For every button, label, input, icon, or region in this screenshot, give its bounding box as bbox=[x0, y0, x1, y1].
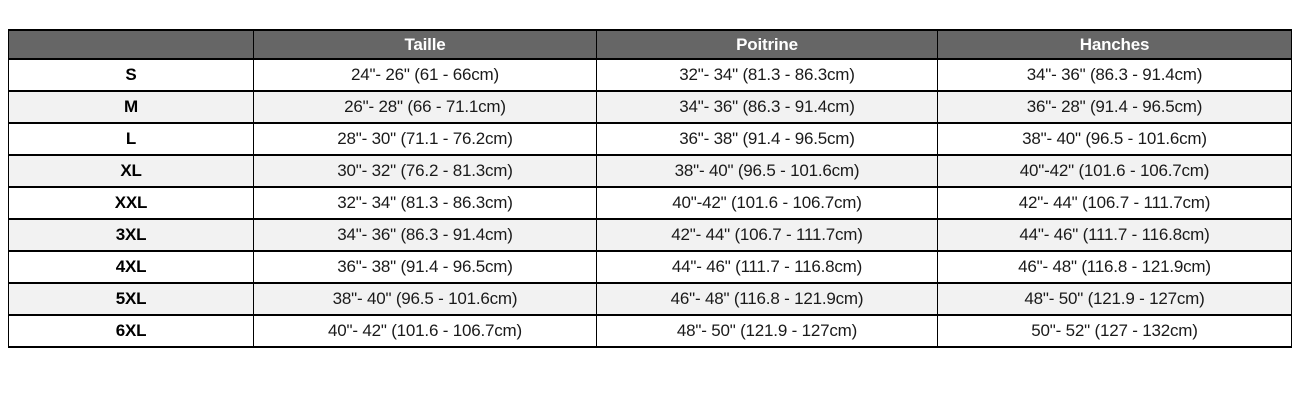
table-row: S 24"- 26" (61 - 66cm) 32"- 34" (81.3 - … bbox=[8, 58, 1292, 92]
poitrine-cell: 48"- 50" (121.9 - 127cm) bbox=[596, 314, 938, 348]
size-chart-table: Taille Poitrine Hanches S 24"- 26" (61 -… bbox=[8, 29, 1292, 348]
table-row: XL 30"- 32" (76.2 - 81.3cm) 38"- 40" (96… bbox=[8, 154, 1292, 188]
poitrine-cell: 34"- 36" (86.3 - 91.4cm) bbox=[596, 90, 938, 124]
hanches-cell: 34"- 36" (86.3 - 91.4cm) bbox=[937, 58, 1292, 92]
size-chart-container: Taille Poitrine Hanches S 24"- 26" (61 -… bbox=[8, 29, 1292, 348]
hanches-cell: 50"- 52" (127 - 132cm) bbox=[937, 314, 1292, 348]
size-cell: 3XL bbox=[8, 218, 254, 252]
header-row: Taille Poitrine Hanches bbox=[8, 29, 1292, 60]
table-row: L 28"- 30" (71.1 - 76.2cm) 36"- 38" (91.… bbox=[8, 122, 1292, 156]
hanches-cell: 36"- 28" (91.4 - 96.5cm) bbox=[937, 90, 1292, 124]
poitrine-cell: 36"- 38" (91.4 - 96.5cm) bbox=[596, 122, 938, 156]
size-cell: 5XL bbox=[8, 282, 254, 316]
poitrine-cell: 32"- 34" (81.3 - 86.3cm) bbox=[596, 58, 938, 92]
taille-cell: 38"- 40" (96.5 - 101.6cm) bbox=[253, 282, 597, 316]
hanches-cell: 42"- 44" (106.7 - 111.7cm) bbox=[937, 186, 1292, 220]
size-cell: 4XL bbox=[8, 250, 254, 284]
hanches-cell: 46"- 48" (116.8 - 121.9cm) bbox=[937, 250, 1292, 284]
table-row: M 26"- 28" (66 - 71.1cm) 34"- 36" (86.3 … bbox=[8, 90, 1292, 124]
column-header-poitrine: Poitrine bbox=[596, 29, 938, 60]
taille-cell: 26"- 28" (66 - 71.1cm) bbox=[253, 90, 597, 124]
size-cell: XXL bbox=[8, 186, 254, 220]
table-row: XXL 32"- 34" (81.3 - 86.3cm) 40"-42" (10… bbox=[8, 186, 1292, 220]
column-header-hanches: Hanches bbox=[937, 29, 1292, 60]
hanches-cell: 48"- 50" (121.9 - 127cm) bbox=[937, 282, 1292, 316]
taille-cell: 28"- 30" (71.1 - 76.2cm) bbox=[253, 122, 597, 156]
poitrine-cell: 44"- 46" (111.7 - 116.8cm) bbox=[596, 250, 938, 284]
poitrine-cell: 38"- 40" (96.5 - 101.6cm) bbox=[596, 154, 938, 188]
hanches-cell: 40"-42" (101.6 - 106.7cm) bbox=[937, 154, 1292, 188]
taille-cell: 36"- 38" (91.4 - 96.5cm) bbox=[253, 250, 597, 284]
column-header-taille: Taille bbox=[253, 29, 597, 60]
size-cell: L bbox=[8, 122, 254, 156]
hanches-cell: 44"- 46" (111.7 - 116.8cm) bbox=[937, 218, 1292, 252]
size-cell: XL bbox=[8, 154, 254, 188]
size-cell: S bbox=[8, 58, 254, 92]
poitrine-cell: 46"- 48" (116.8 - 121.9cm) bbox=[596, 282, 938, 316]
table-row: 6XL 40"- 42" (101.6 - 106.7cm) 48"- 50" … bbox=[8, 314, 1292, 348]
hanches-cell: 38"- 40" (96.5 - 101.6cm) bbox=[937, 122, 1292, 156]
table-row: 3XL 34"- 36" (86.3 - 91.4cm) 42"- 44" (1… bbox=[8, 218, 1292, 252]
poitrine-cell: 40"-42" (101.6 - 106.7cm) bbox=[596, 186, 938, 220]
column-header-size bbox=[8, 29, 254, 60]
table-row: 5XL 38"- 40" (96.5 - 101.6cm) 46"- 48" (… bbox=[8, 282, 1292, 316]
taille-cell: 32"- 34" (81.3 - 86.3cm) bbox=[253, 186, 597, 220]
table-row: 4XL 36"- 38" (91.4 - 96.5cm) 44"- 46" (1… bbox=[8, 250, 1292, 284]
taille-cell: 34"- 36" (86.3 - 91.4cm) bbox=[253, 218, 597, 252]
taille-cell: 30"- 32" (76.2 - 81.3cm) bbox=[253, 154, 597, 188]
poitrine-cell: 42"- 44" (106.7 - 111.7cm) bbox=[596, 218, 938, 252]
taille-cell: 24"- 26" (61 - 66cm) bbox=[253, 58, 597, 92]
size-cell: M bbox=[8, 90, 254, 124]
size-cell: 6XL bbox=[8, 314, 254, 348]
taille-cell: 40"- 42" (101.6 - 106.7cm) bbox=[253, 314, 597, 348]
